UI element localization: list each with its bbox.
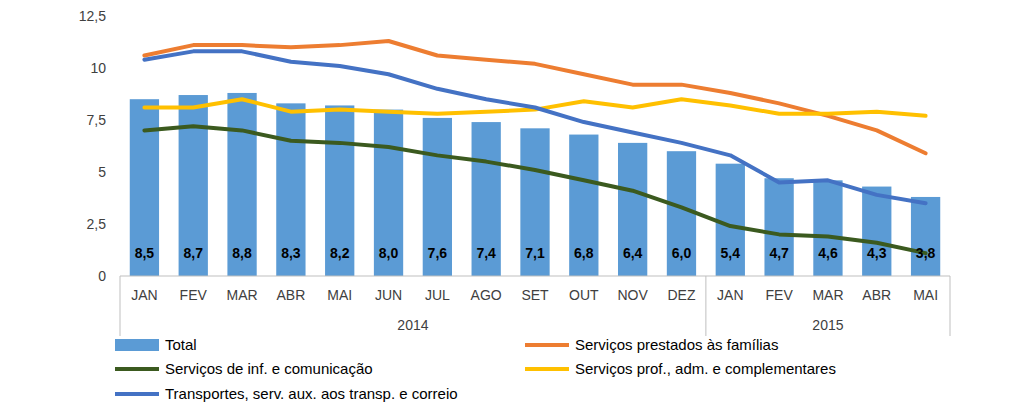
data-label: 6,0 bbox=[672, 245, 692, 261]
data-label: 5,4 bbox=[721, 245, 741, 261]
x-tick-label: ABR bbox=[862, 287, 891, 303]
data-label: 4,7 bbox=[769, 245, 789, 261]
data-label: 8,3 bbox=[281, 245, 301, 261]
data-label: 8,2 bbox=[330, 245, 350, 261]
bar bbox=[618, 143, 647, 276]
legend-label: Serviços prestados às famílias bbox=[575, 336, 778, 353]
x-tick-label: SET bbox=[521, 287, 549, 303]
bar bbox=[716, 164, 745, 276]
x-tick-label: FEV bbox=[766, 287, 794, 303]
x-tick-label: ABR bbox=[276, 287, 305, 303]
legend-label: Serviços prof., adm. e complementares bbox=[575, 360, 836, 377]
bar bbox=[179, 95, 208, 276]
y-tick-label: 2,5 bbox=[87, 216, 107, 232]
legend-swatch bbox=[115, 339, 159, 351]
legend-swatch bbox=[525, 367, 569, 371]
legend-swatch bbox=[525, 343, 569, 347]
x-tick-label: AGO bbox=[471, 287, 502, 303]
x-tick-label: DEZ bbox=[667, 287, 695, 303]
x-tick-label: FEV bbox=[180, 287, 208, 303]
line bbox=[144, 51, 925, 203]
line bbox=[144, 126, 925, 253]
y-tick-label: 12,5 bbox=[79, 8, 106, 24]
x-tick-label: MAR bbox=[226, 287, 257, 303]
x-tick-label: NOV bbox=[617, 287, 648, 303]
legend-swatch bbox=[115, 392, 159, 396]
x-tick-label: OUT bbox=[569, 287, 599, 303]
bar bbox=[569, 135, 598, 276]
legend-label: Total bbox=[165, 336, 197, 353]
x-tick-label: JUN bbox=[375, 287, 402, 303]
legend-label: Transportes, serv. aux. aos transp. e co… bbox=[165, 385, 458, 402]
y-tick-label: 7,5 bbox=[87, 112, 107, 128]
group-separator bbox=[120, 276, 121, 336]
data-label: 4,6 bbox=[818, 245, 838, 261]
data-label: 7,6 bbox=[428, 245, 448, 261]
bar bbox=[520, 128, 549, 276]
group-separator bbox=[705, 276, 706, 336]
x-axis bbox=[120, 276, 950, 277]
plot-area bbox=[130, 41, 940, 276]
legend-swatch bbox=[115, 367, 159, 371]
bar bbox=[813, 180, 842, 276]
data-label: 8,0 bbox=[379, 245, 399, 261]
bar bbox=[911, 197, 940, 276]
x-tick-label: MAR bbox=[812, 287, 843, 303]
bar bbox=[325, 105, 354, 276]
data-label: 6,4 bbox=[623, 245, 643, 261]
y-tick-label: 10 bbox=[90, 60, 106, 76]
x-group-label: 2015 bbox=[812, 317, 843, 333]
bar bbox=[130, 99, 159, 276]
x-tick-label: JAN bbox=[131, 287, 157, 303]
bar bbox=[227, 93, 256, 276]
data-label: 8,8 bbox=[232, 245, 252, 261]
group-separator bbox=[950, 276, 951, 336]
bar bbox=[423, 118, 452, 276]
bar bbox=[374, 110, 403, 276]
bar bbox=[862, 187, 891, 276]
y-tick-label: 5 bbox=[98, 164, 106, 180]
chart: 0 2,5 5 7,5 10 12,5 8,5 8,7 8,8 8,3 8,2 8,0 7,6 7,4 7,… bbox=[0, 0, 1023, 411]
data-label: 8,7 bbox=[184, 245, 204, 261]
data-label: 3,8 bbox=[916, 245, 936, 261]
bar bbox=[472, 122, 501, 276]
data-label: 7,1 bbox=[525, 245, 545, 261]
x-group-label: 2014 bbox=[397, 317, 428, 333]
data-label: 7,4 bbox=[476, 245, 496, 261]
data-label: 6,8 bbox=[574, 245, 594, 261]
legend-label: Serviços de inf. e comunicação bbox=[165, 360, 373, 377]
bar bbox=[667, 151, 696, 276]
y-tick-label: 0 bbox=[98, 268, 106, 284]
data-label: 8,5 bbox=[135, 245, 155, 261]
data-label: 4,3 bbox=[867, 245, 887, 261]
x-tick-label: JUL bbox=[425, 287, 450, 303]
bar bbox=[764, 178, 793, 276]
bar bbox=[276, 103, 305, 276]
x-tick-label: MAI bbox=[913, 287, 938, 303]
x-tick-label: MAI bbox=[327, 287, 352, 303]
x-tick-label: JAN bbox=[717, 287, 743, 303]
